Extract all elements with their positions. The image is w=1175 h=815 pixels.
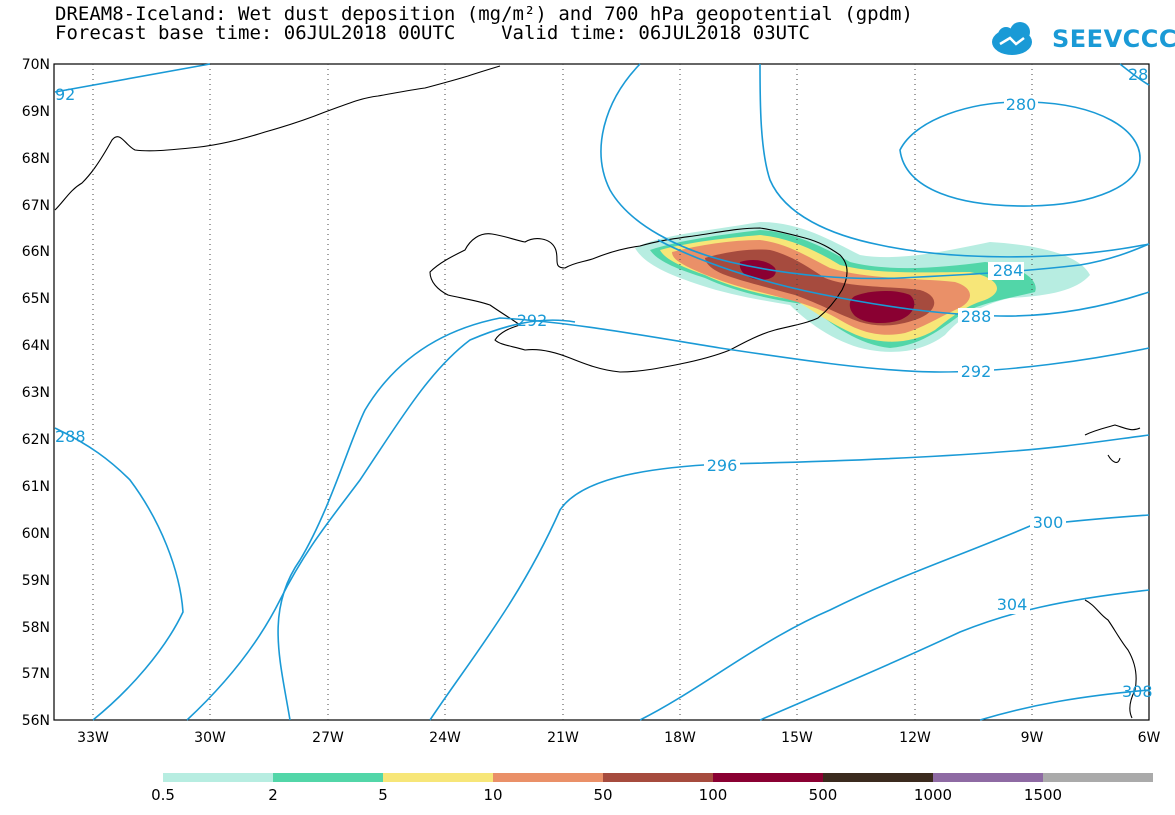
legend-swatch	[273, 773, 383, 782]
seevccc-logo	[992, 22, 1032, 55]
lat-label: 63N	[22, 385, 50, 401]
legend-swatch	[933, 773, 1043, 782]
legend-label: 1000	[914, 786, 952, 804]
contour-284	[600, 63, 1150, 280]
legend-swatch	[823, 773, 933, 782]
lon-label: 9W	[1021, 730, 1044, 746]
lat-label: 57N	[22, 666, 50, 682]
legend-label: 500	[809, 786, 838, 804]
contour-label: 288	[55, 427, 86, 446]
contour-292-northwest	[54, 63, 211, 93]
contour-label: 284	[993, 261, 1024, 280]
legend-swatch	[383, 773, 493, 782]
lat-label: 58N	[22, 620, 50, 636]
title-line-2: Forecast base time: 06JUL2018 00UTC Vali…	[55, 22, 810, 44]
lat-label: 68N	[22, 151, 50, 167]
contour-label: 300	[1033, 513, 1064, 532]
lat-label: 59N	[22, 573, 50, 589]
geopotential-contours	[54, 63, 1150, 721]
contour-300	[639, 514, 1150, 721]
legend-label: 1500	[1024, 786, 1062, 804]
lon-label: 15W	[781, 730, 813, 746]
legend-label: 100	[699, 786, 728, 804]
logo-text: SEEVCCC	[1052, 25, 1175, 53]
contour-292	[54, 317, 1150, 721]
lat-label: 69N	[22, 104, 50, 120]
contour-288-top-right	[1119, 63, 1150, 86]
legend-swatch	[713, 773, 823, 782]
legend-label: 50	[593, 786, 612, 804]
contour-label: 28	[1128, 65, 1148, 84]
contour-labels: 280 284 288 292 292 296 300 304 308 288 …	[55, 65, 1153, 701]
lat-label: 64N	[22, 338, 50, 354]
legend-label: 5	[378, 786, 388, 804]
legend-swatch	[1043, 773, 1153, 782]
lon-label: 30W	[194, 730, 226, 746]
latitude-labels: 70N 69N 68N 67N 66N 65N 64N 63N 62N 61N …	[22, 57, 50, 729]
dust-level-100b	[849, 290, 915, 324]
legend-label: 2	[268, 786, 278, 804]
contour-280	[899, 101, 1141, 207]
contour-label: 304	[997, 595, 1028, 614]
legend-swatch	[603, 773, 713, 782]
lon-label: 33W	[77, 730, 109, 746]
legend-label: 10	[483, 786, 502, 804]
map-frame	[53, 63, 1150, 721]
dust-level-100	[739, 260, 776, 280]
contour-288	[657, 239, 1150, 317]
lat-label: 66N	[22, 244, 50, 260]
contour-label: 308	[1122, 682, 1153, 701]
color-legend: 0.5 2 5 10 50 100 500 1000 1500	[151, 773, 1153, 804]
lon-label: 6W	[1138, 730, 1161, 746]
legend-swatch	[163, 773, 273, 782]
contour-308	[979, 689, 1150, 721]
cloud-icon	[992, 22, 1032, 55]
contour-label: 292	[517, 311, 548, 330]
lat-label: 60N	[22, 526, 50, 542]
lon-label: 18W	[664, 730, 696, 746]
lat-label: 67N	[22, 198, 50, 214]
coastlines	[54, 65, 1141, 719]
lon-label: 12W	[899, 730, 931, 746]
contour-label: 292	[961, 362, 992, 381]
contour-label: 296	[707, 456, 738, 475]
greenland-coast	[54, 65, 501, 211]
lon-label: 24W	[429, 730, 461, 746]
legend-label: 0.5	[151, 786, 175, 804]
contour-label: 288	[961, 307, 992, 326]
title-line-1: DREAM8-Iceland: Wet dust deposition (mg/…	[55, 3, 913, 25]
lat-label: 62N	[22, 432, 50, 448]
contour-label: 92	[55, 85, 75, 104]
lon-label: 21W	[547, 730, 579, 746]
contour-304	[759, 589, 1150, 721]
contour-label: 280	[1006, 95, 1037, 114]
lat-label: 65N	[22, 291, 50, 307]
faroes-shetland-coast	[1084, 424, 1141, 719]
lon-label: 27W	[312, 730, 344, 746]
lat-label: 56N	[22, 713, 50, 729]
iceland-coast	[429, 227, 848, 373]
contour-284-left-arc	[759, 63, 1150, 258]
lat-label: 61N	[22, 479, 50, 495]
lat-label: 70N	[22, 57, 50, 73]
longitude-labels: 33W 30W 27W 24W 21W 18W 15W 12W 9W 6W	[77, 730, 1160, 746]
legend-swatch	[493, 773, 603, 782]
contour-296	[186, 319, 576, 721]
